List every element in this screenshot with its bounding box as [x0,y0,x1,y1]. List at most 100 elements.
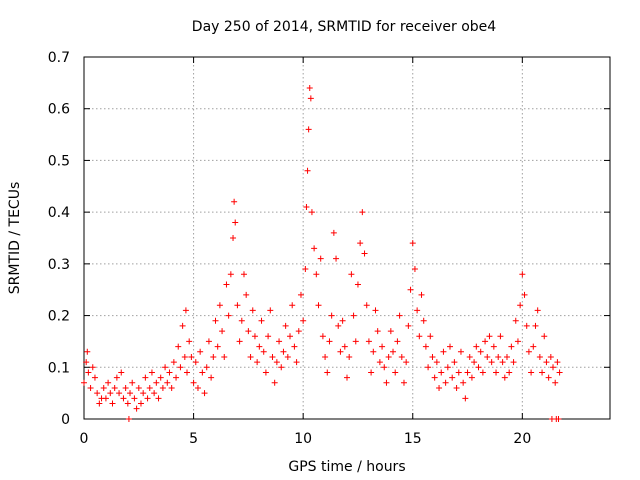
data-point [208,374,215,381]
data-point [166,369,173,376]
data-point [333,255,340,262]
y-tick-label: 0.6 [48,102,70,118]
data-point [240,271,247,278]
data-point [411,266,418,273]
y-tick-label: 0.4 [48,205,70,221]
data-point [127,390,134,397]
data-point [247,353,254,360]
data-point [416,333,423,340]
data-point [405,322,412,329]
y-tick-label: 0.1 [48,360,70,376]
data-point [129,379,136,386]
data-point [236,338,243,345]
data-point [541,333,548,340]
data-point [280,348,287,355]
data-point [113,374,120,381]
data-point [418,291,425,298]
data-point [116,390,123,397]
data-point [231,198,238,205]
data-point [81,379,87,386]
data-point [361,250,368,257]
data-point [197,348,204,355]
data-points [81,85,563,422]
data-point [433,359,440,366]
data-point [203,364,210,371]
data-point [322,353,329,360]
data-point [155,395,162,402]
data-point [201,390,208,397]
data-point [227,271,234,278]
x-tick-label: 0 [80,431,89,447]
data-point [162,364,169,371]
y-tick-label: 0.5 [48,153,70,169]
data-point [258,317,265,324]
data-point [482,338,489,345]
data-point [475,364,482,371]
data-point [276,338,283,345]
data-point [164,379,171,386]
data-point [525,348,532,355]
data-point [199,369,206,376]
data-point [303,203,310,210]
data-point [146,384,153,391]
data-point [449,374,456,381]
data-point [372,307,379,314]
data-point [295,328,302,335]
data-point [550,364,557,371]
data-point [313,271,320,278]
data-point [471,359,478,366]
data-point [534,307,541,314]
data-point [403,359,410,366]
data-point [554,359,561,366]
data-point [486,333,493,340]
data-point [251,333,258,340]
data-point [453,384,460,391]
data-point [284,353,291,360]
data-point [182,307,189,314]
data-point [260,348,267,355]
data-point [306,85,313,92]
data-point [102,395,109,402]
data-point [287,333,294,340]
data-point [466,353,473,360]
data-point [447,343,454,350]
data-point [488,359,495,366]
data-point [273,359,280,366]
data-point [387,328,394,335]
data-point [539,369,546,376]
data-point [396,312,403,319]
data-point [245,328,252,335]
data-point [484,353,491,360]
data-point [184,369,191,376]
y-tick-label: 0 [61,412,70,428]
data-point [431,374,438,381]
data-point [376,359,383,366]
data-point [379,343,386,350]
data-point [368,369,375,376]
data-point [341,343,348,350]
data-point [304,167,311,174]
data-point [308,209,315,216]
data-point [455,369,462,376]
data-point [109,400,116,407]
data-point [317,255,324,262]
data-point [87,384,94,391]
data-point [468,374,475,381]
data-point [392,369,399,376]
data-point [315,302,322,309]
data-point [84,348,91,355]
data-point [118,369,125,376]
data-point [438,369,445,376]
data-point [219,328,226,335]
data-point [297,291,304,298]
data-point [547,353,554,360]
data-point [85,369,92,376]
x-tick-label: 10 [294,431,312,447]
data-point [370,348,377,355]
axis-ticks [83,56,610,420]
data-point [230,235,237,241]
data-point [442,379,449,386]
data-point [151,390,158,397]
data-point [394,338,401,345]
data-point [462,395,469,402]
